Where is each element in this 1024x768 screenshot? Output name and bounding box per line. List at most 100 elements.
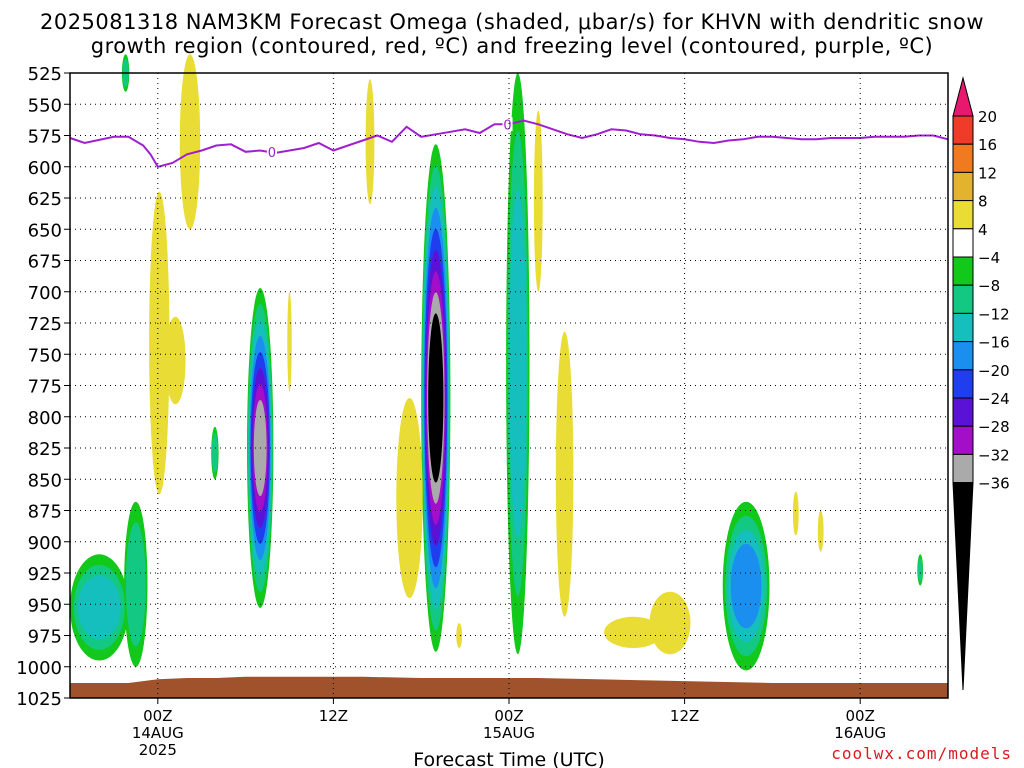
- omega-shade-12-0: [287, 291, 292, 392]
- omega-feature-14: [396, 398, 423, 598]
- y-tick-label-1: 550: [28, 95, 62, 116]
- y-tick-label-10: 775: [28, 377, 62, 398]
- omega-shade-13-0: [365, 79, 375, 205]
- omega-feature-2: [506, 73, 530, 655]
- colorbar-label-5: −4: [978, 249, 1000, 267]
- y-tick-label-7: 700: [28, 283, 62, 304]
- omega-feature-21: [817, 510, 824, 552]
- x-tick-label-2: 00Z: [494, 707, 523, 725]
- colorbar-swatch-13: [952, 453, 974, 484]
- omega-feature-11: [179, 54, 201, 230]
- omega-feature-17: [555, 331, 574, 617]
- omega-feature-1: [421, 144, 451, 652]
- plot-area: 00: [69, 54, 949, 698]
- y-tick-label-5: 650: [28, 220, 62, 241]
- omega-shade-14-0: [396, 398, 423, 598]
- freezing-level-label-1: 0: [503, 118, 511, 133]
- colorbar-swatch-1: [952, 115, 974, 145]
- omega-shade-2-2: [509, 189, 527, 538]
- omega-feature-9: [149, 191, 170, 495]
- x-tick-sublabel-0-0: 14AUG: [132, 724, 184, 742]
- colorbar-label-3: 8: [978, 193, 988, 211]
- omega-shade-16-0: [533, 110, 543, 292]
- chart-title-line1: 2025081318 NAM3KM Forecast Omega (shaded…: [39, 10, 985, 34]
- colorbar-swatch-3: [952, 171, 974, 202]
- colorbar-swatch-2: [952, 143, 974, 173]
- omega-feature-16: [533, 110, 543, 292]
- omega-shade-15-0: [456, 623, 463, 648]
- x-axis-title: Forecast Time (UTC): [413, 749, 604, 768]
- y-tick-label-12: 825: [28, 439, 62, 460]
- freezing-label-bg-1: [502, 117, 513, 132]
- colorbar-label-12: −32: [978, 446, 1010, 464]
- colorbar-swatch-4: [952, 200, 974, 230]
- omega-feature-19: [649, 591, 691, 655]
- omega-shade-1-8: [428, 313, 444, 483]
- y-tick-label-3: 600: [28, 158, 62, 179]
- colorbar-label-13: −36: [978, 475, 1010, 493]
- x-tick-label-1: 12Z: [319, 707, 348, 725]
- axes: 525 550 575 600 625 650 675 700 725 750 775 800 825 8…: [16, 64, 949, 768]
- x-tick-sublabel-4-0: 16AUG: [834, 724, 886, 742]
- omega-feature-4: [70, 554, 129, 661]
- omega-feature-7: [917, 554, 924, 586]
- colorbar-top-arrow: [952, 76, 974, 117]
- y-tick-label-14: 875: [28, 502, 62, 523]
- omega-shade-5-1: [125, 522, 146, 647]
- y-tick-label-2: 575: [28, 127, 62, 148]
- omega-feature-3: [722, 501, 770, 671]
- omega-shade-7-1: [917, 558, 923, 582]
- colorbar-swatch-6: [952, 256, 974, 286]
- x-tick-sublabel-0-1: 2025: [139, 741, 177, 759]
- colorbar-label-7: −12: [978, 305, 1010, 323]
- credit-text: coolwx.com/models: [831, 744, 1012, 763]
- colorbar-swatch-12: [952, 425, 974, 455]
- omega-feature-20: [792, 491, 799, 536]
- colorbar-label-4: 4: [978, 221, 988, 239]
- y-tick-label-9: 750: [28, 345, 62, 366]
- omega-shade-3-3: [730, 543, 762, 629]
- omega-feature-18: [604, 616, 663, 649]
- omega-shade-19-0: [649, 591, 691, 655]
- colorbar-label-10: −24: [978, 390, 1010, 408]
- colorbar-swatch-5: [952, 228, 974, 258]
- colorbar-bottom-arrow: [952, 482, 974, 691]
- omega-feature-15: [456, 623, 463, 648]
- y-tick-label-19: 1000: [16, 658, 62, 679]
- omega-feature-12: [287, 291, 292, 392]
- colorbar-label-6: −8: [978, 277, 1000, 295]
- y-tick-label-20: 1025: [16, 689, 62, 710]
- omega-shade-6-1: [211, 433, 218, 473]
- y-tick-label-4: 625: [28, 189, 62, 210]
- omega-feature-5: [124, 501, 148, 667]
- colorbar-label-2: 12: [978, 164, 997, 182]
- omega-shade-18-0: [604, 616, 663, 649]
- colorbar: 20 16 12 8 4 −4 −8 −12 −16 −20 −24 −28 −32 −36: [952, 76, 1010, 691]
- chart-title-line2: growth region (contoured, red, ºC) and f…: [90, 34, 934, 58]
- freezing-label-bg-0: [266, 144, 277, 159]
- omega-feature-6: [211, 426, 219, 480]
- omega-shade-17-0: [555, 331, 574, 617]
- y-tick-label-16: 925: [28, 564, 62, 585]
- colorbar-label-8: −16: [978, 334, 1010, 352]
- omega-shade-21-0: [817, 510, 824, 552]
- y-tick-label-18: 975: [28, 627, 62, 648]
- omega-shade-11-0: [179, 54, 201, 230]
- omega-shade-20-0: [792, 491, 799, 536]
- colorbar-label-11: −28: [978, 418, 1010, 436]
- x-tick-label-3: 12Z: [670, 707, 699, 725]
- x-tick-label-4: 00Z: [846, 707, 875, 725]
- omega-shade-4-2: [77, 575, 121, 640]
- y-tick-label-0: 525: [28, 64, 62, 85]
- y-tick-label-6: 675: [28, 252, 62, 273]
- omega-shade-9-0: [149, 191, 170, 495]
- y-tick-label-17: 950: [28, 595, 62, 616]
- colorbar-label-9: −20: [978, 362, 1010, 380]
- colorbar-swatch-9: [952, 341, 974, 371]
- freezing-level-label-0: 0: [268, 146, 276, 161]
- y-tick-label-11: 800: [28, 408, 62, 429]
- colorbar-label-0: 20: [978, 108, 997, 126]
- x-tick-label-0: 00Z: [143, 707, 172, 725]
- colorbar-swatch-11: [952, 397, 974, 427]
